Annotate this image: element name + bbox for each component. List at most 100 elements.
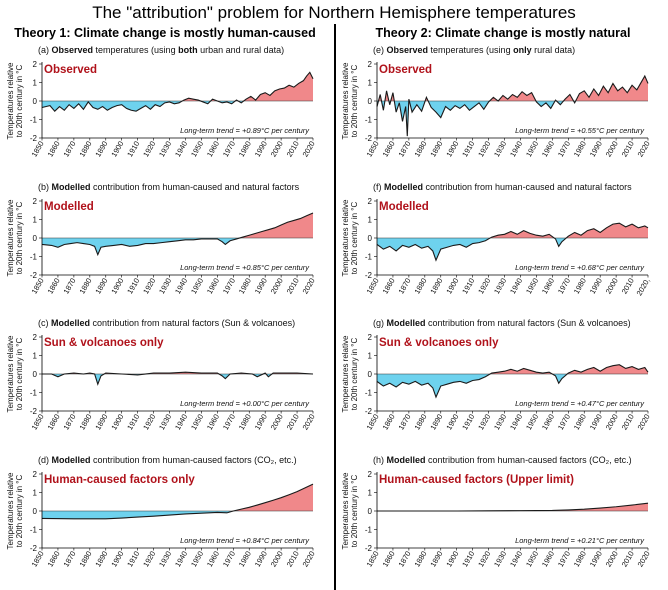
panel-title-part: (h): [373, 455, 387, 465]
panel-title-part: (g): [373, 318, 387, 328]
x-tick-label: 1950: [524, 277, 540, 296]
panel-title-part: (c): [38, 318, 51, 328]
panel-badge-c: Sun & volcanoes only: [44, 337, 164, 349]
x-tick-label: 1930: [492, 413, 508, 432]
y-tick-label: 0: [368, 234, 373, 243]
theory-2-title: Theory 2: Climate change is mostly natur…: [375, 26, 631, 40]
x-tick-label: 1950: [189, 413, 205, 432]
panel-title-part: Modelled: [52, 455, 91, 465]
x-tick-label: 2020: [301, 550, 317, 569]
negative-area-f: [377, 238, 648, 261]
panel-badge-e: Observed: [379, 64, 432, 76]
x-tick-label: 1980: [572, 413, 588, 432]
y-tick-label: -2: [365, 134, 373, 143]
main-title: The "attribution" problem for Northern H…: [92, 3, 576, 22]
x-tick-label: 2010: [620, 277, 636, 296]
x-tick-label: 2020: [301, 277, 317, 296]
x-tick-label: 1960: [540, 140, 556, 159]
trend-label-d: Long-term trend = +0.84°C per century: [180, 536, 310, 545]
x-tick-label: 1980: [572, 277, 588, 296]
panel-title-part: temperatures (using: [428, 45, 513, 55]
x-tick-label: 1970: [556, 140, 572, 159]
y-axis-label-line: to 20th century in °C: [15, 474, 24, 547]
trend-label-a: Long-term trend = +0.89°C per century: [180, 126, 310, 135]
x-tick-label: 2000: [269, 277, 285, 296]
y-tick-label: -1: [30, 389, 38, 398]
x-tick-label: 1870: [396, 140, 412, 159]
y-axis-label-line: to 20th century in °C: [350, 337, 359, 410]
y-axis-label-line: to 20th century in °C: [350, 474, 359, 547]
panel-title-part: contribution from human-caused and natur…: [91, 182, 300, 192]
x-tick-label: 1880: [412, 277, 428, 296]
x-tick-label: 1960: [540, 413, 556, 432]
x-tick-label: 2020,: [635, 277, 652, 298]
y-axis-label-line: Temperatures relative: [341, 62, 350, 139]
y-tick-label: 1: [368, 352, 373, 361]
panel-title-part: Modelled: [52, 182, 91, 192]
y-tick-label: 1: [33, 489, 38, 498]
x-tick-label: 1870: [396, 413, 412, 432]
panel-g: (g) Modelled contribution from natural f…: [341, 318, 652, 431]
x-tick-label: 2000: [604, 140, 620, 159]
y-tick-label: -2: [30, 134, 38, 143]
negative-area-b: [42, 238, 313, 255]
x-tick-label: 1910: [460, 277, 476, 296]
panel-title-part: both: [178, 45, 198, 55]
x-tick-label: 1970: [221, 550, 237, 569]
x-tick-label: 1890: [428, 413, 444, 432]
x-tick-label: 1970: [556, 413, 572, 432]
y-axis-label-line: to 20th century in °C: [350, 201, 359, 274]
x-tick-label: 1860: [381, 140, 397, 159]
y-tick-label: 2: [33, 60, 38, 69]
x-tick-label: 1970: [556, 277, 572, 296]
x-tick-label: 1890: [428, 550, 444, 569]
x-tick-label: 1900: [444, 550, 460, 569]
panel-badge-d: Human-caused factors only: [44, 474, 195, 486]
panel-title-part: Observed: [387, 45, 429, 55]
x-tick-label: 2000: [269, 413, 285, 432]
panel-a: (a) Observed temperatures (using both ur…: [6, 45, 317, 158]
panel-title-a: (a) Observed temperatures (using both ur…: [38, 45, 284, 55]
y-axis-label-line: Temperatures relative: [6, 62, 15, 139]
x-tick-label: 1870: [61, 140, 77, 159]
x-tick-label: 1920: [476, 413, 492, 432]
x-tick-label: 1880: [412, 140, 428, 159]
x-tick-label: 1860: [381, 277, 397, 296]
y-tick-label: 1: [33, 352, 38, 361]
y-axis-label-line: to 20th century in °C: [15, 201, 24, 274]
x-tick-label: 2010: [620, 140, 636, 159]
x-tick-label: 1880: [77, 413, 93, 432]
panel-c: (c) Modelled contribution from natural f…: [6, 318, 317, 431]
x-tick-label: 1940: [508, 140, 524, 159]
x-tick-label: 1860: [46, 550, 62, 569]
x-tick-label: 1890: [93, 277, 109, 296]
x-tick-label: 1980: [572, 550, 588, 569]
x-tick-label: 2020: [301, 413, 317, 432]
panel-title-part: (a): [38, 45, 52, 55]
x-tick-label: 1980: [572, 140, 588, 159]
panel-title-part: (b): [38, 182, 52, 192]
negative-area-d: [42, 511, 313, 519]
panel-title-part: Observed: [52, 45, 94, 55]
x-tick-label: 1950: [524, 550, 540, 569]
x-tick-label: 2010: [285, 277, 301, 296]
x-tick-label: 1880: [412, 550, 428, 569]
panel-title-part: only: [513, 45, 532, 55]
x-tick-label: 1900: [109, 277, 125, 296]
x-tick-label: 1860: [46, 277, 62, 296]
series-line-h: [377, 502, 649, 512]
y-tick-label: -1: [365, 389, 373, 398]
y-axis-label-f: Temperatures relativeto 20th century in …: [341, 199, 359, 276]
y-axis-label-g: Temperatures relativeto 20th century in …: [341, 335, 359, 412]
x-tick-label: 1910: [460, 550, 476, 569]
x-tick-label: 1900: [444, 140, 460, 159]
x-tick-label: 1970: [221, 277, 237, 296]
x-tick-label: 2010: [285, 413, 301, 432]
y-tick-label: -1: [30, 116, 38, 125]
x-tick-label: 1940: [508, 277, 524, 296]
x-tick-label: 1970: [221, 140, 237, 159]
x-tick-label: 2020: [636, 140, 652, 159]
x-tick-label: 1910: [125, 140, 141, 159]
x-tick-label: 1990: [253, 550, 269, 569]
panel-title-b: (b) Modelled contribution from human-cau…: [38, 182, 300, 192]
